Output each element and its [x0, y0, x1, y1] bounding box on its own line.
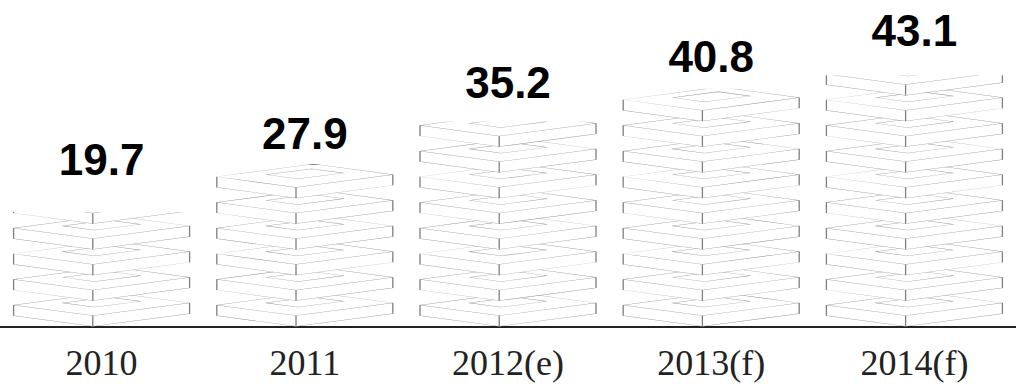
svg-text:19.7: 19.7 — [59, 135, 145, 184]
svg-text:2013(f): 2013(f) — [657, 343, 765, 383]
svg-text:2014(f): 2014(f) — [860, 343, 968, 383]
svg-text:27.9: 27.9 — [262, 109, 348, 158]
svg-text:2011: 2011 — [269, 343, 340, 383]
svg-text:43.1: 43.1 — [872, 6, 958, 55]
svg-text:40.8: 40.8 — [668, 32, 754, 81]
svg-text:2010: 2010 — [66, 343, 138, 383]
svg-text:35.2: 35.2 — [465, 58, 551, 107]
svg-text:2012(e): 2012(e) — [452, 343, 564, 383]
